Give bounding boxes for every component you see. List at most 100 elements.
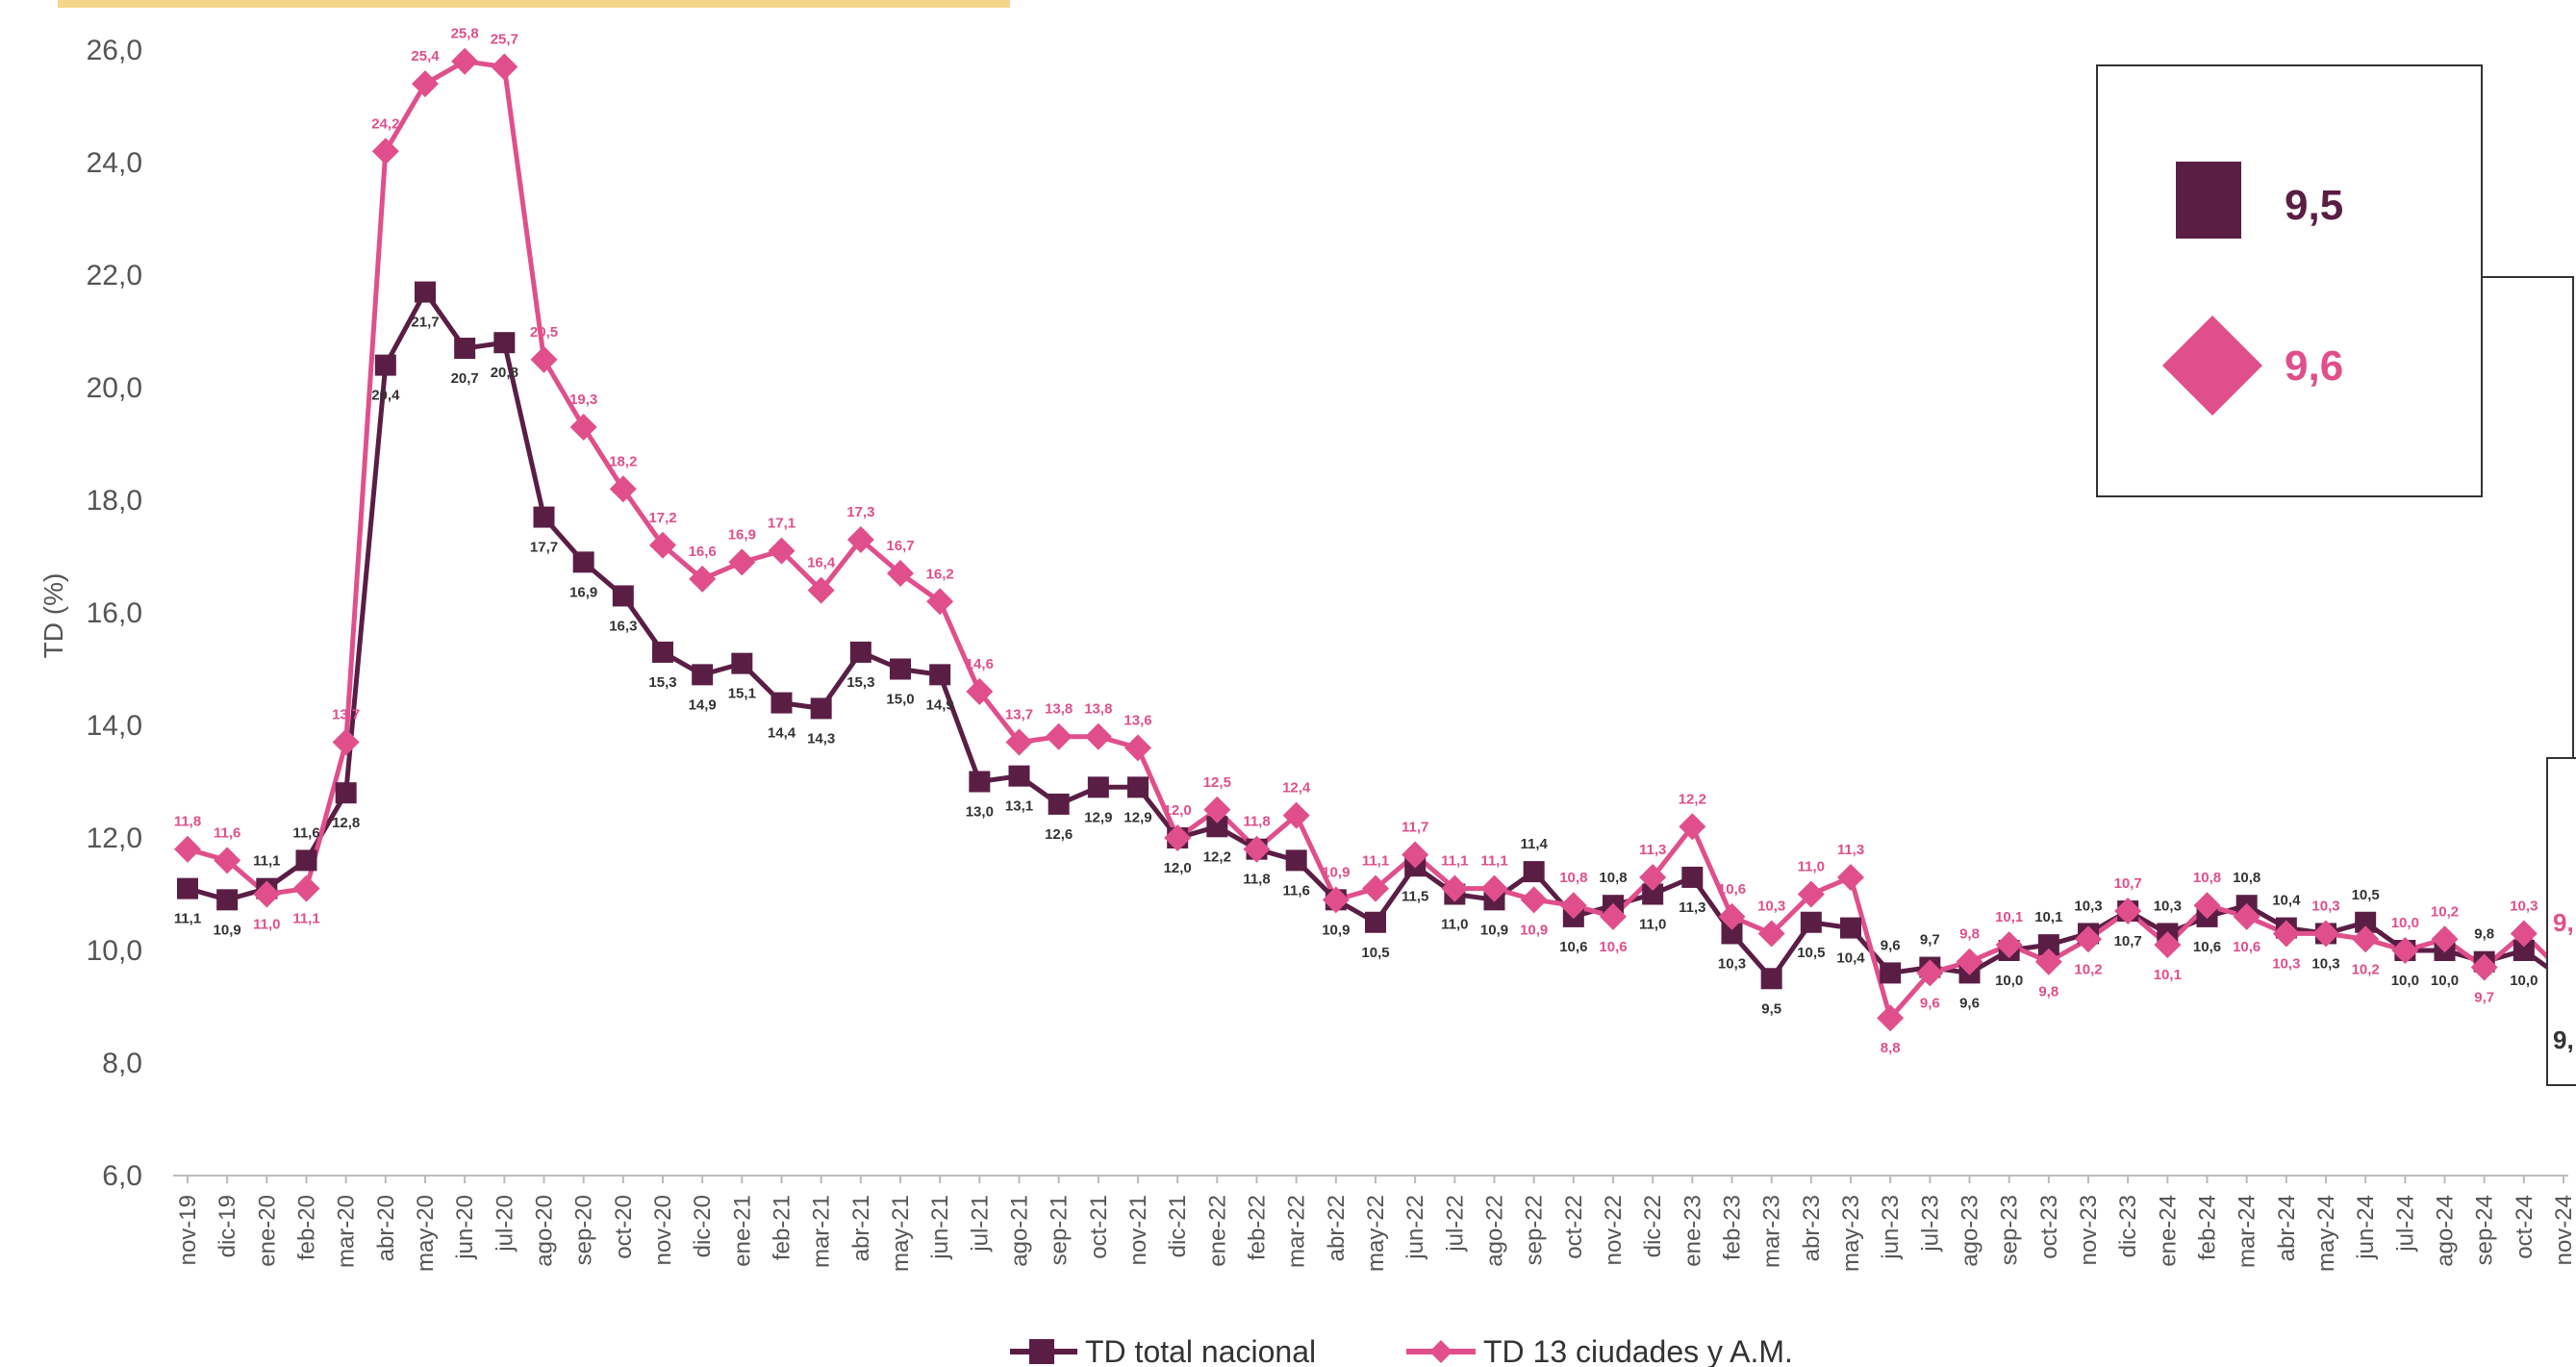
x-tick-label: jul-20 (492, 1195, 518, 1253)
national-point (493, 332, 516, 354)
national-data-label: 10,9 (1322, 922, 1350, 938)
national-data-label: 11,1 (253, 853, 280, 870)
x-tick-label: mar-24 (2235, 1195, 2260, 1268)
national-point (612, 585, 634, 607)
national-point (652, 641, 673, 663)
cities-point (1322, 886, 1350, 914)
cities-point (1757, 920, 1785, 948)
national-data-label: 9,6 (1881, 937, 1901, 953)
x-tick-label: mar-21 (809, 1195, 835, 1268)
cities-data-label: 10,9 (1520, 922, 1548, 938)
cities-point (1797, 880, 1825, 908)
cities-data-label: 17,3 (846, 504, 874, 520)
highlight-cities-value: 9,6 (2285, 342, 2343, 390)
national-data-label: 10,7 (2114, 933, 2142, 949)
x-tick-label: oct-22 (1561, 1195, 1587, 1259)
legend-item-national: TD total nacional (1010, 1334, 1316, 1367)
cities-data-label: 12,2 (1679, 791, 1706, 807)
x-tick-label: dic-23 (2115, 1195, 2141, 1257)
y-tick-label: 14,0 (87, 710, 142, 742)
x-tick-label: jun-24 (2353, 1195, 2379, 1260)
cities-data-label: 10,3 (2272, 955, 2300, 972)
national-point (295, 849, 317, 872)
y-tick-label: 10,0 (87, 935, 142, 967)
cities-point (2352, 925, 2380, 953)
cities-point (412, 70, 439, 98)
cities-data-label: 17,2 (648, 510, 676, 526)
y-tick-label: 6,0 (102, 1160, 142, 1192)
national-point (810, 697, 832, 720)
national-data-label: 15,0 (886, 692, 914, 708)
x-tick-label: sep-20 (571, 1195, 597, 1265)
cities-point (807, 576, 835, 604)
national-data-label: 10,1 (2034, 909, 2062, 925)
cities-point (2034, 948, 2062, 975)
x-tick-label: abr-23 (1799, 1195, 1825, 1261)
national-data-label: 10,0 (2510, 973, 2538, 989)
cities-point (1282, 801, 1310, 829)
cities-data-label: 16,6 (689, 544, 717, 560)
national-data-label: 12,0 (1164, 860, 1192, 876)
legend-diamond-icon (1429, 1340, 1452, 1363)
cities-point (569, 413, 597, 441)
cities-point (214, 847, 241, 874)
cities-point (2233, 902, 2260, 930)
legend-item-cities: TD 13 ciudades y A.M. (1406, 1334, 1793, 1367)
highlight-national-value: 9,5 (2285, 182, 2343, 229)
data-labels: 11,8 11,1 11,6 10,9 11,0 11,1 11,1 11,6 13,7 12,8… (174, 26, 2574, 1056)
cities-point (926, 588, 954, 616)
national-data-label: 12,9 (1124, 809, 1151, 825)
edge-label-cities: 9, (2553, 908, 2574, 937)
national-data-label: 9,6 (1959, 995, 1980, 1011)
highlight-box-frame (2096, 64, 2483, 497)
cities-data-label: 16,4 (807, 555, 836, 571)
cities-point (1559, 892, 1587, 920)
national-point (335, 782, 357, 804)
national-point (216, 889, 239, 911)
cities-point (1837, 863, 1864, 891)
national-data-label: 10,3 (1718, 955, 1746, 972)
national-data-label: 20,7 (451, 370, 479, 387)
national-point (890, 658, 911, 680)
series-markers (174, 47, 2576, 1032)
cities-point (2193, 892, 2221, 920)
cities-point (1124, 734, 1151, 762)
cities-data-label: 11,1 (1480, 853, 1507, 870)
national-square-icon (2176, 162, 2241, 239)
national-data-label: 10,3 (2311, 955, 2339, 972)
cities-data-label: 16,9 (728, 526, 756, 543)
cities-point (2154, 931, 2182, 959)
cities-point (846, 525, 874, 553)
x-tick-label: sep-21 (1047, 1195, 1073, 1265)
x-tick-label: nov-24 (2551, 1195, 2576, 1265)
cities-data-label: 10,2 (2352, 961, 2380, 977)
x-tick-label: ene-22 (1204, 1195, 1230, 1267)
cities-point (887, 560, 914, 588)
cities-point (1362, 874, 1389, 902)
national-data-label: 11,4 (1520, 836, 1548, 852)
cities-data-label: 10,6 (1718, 881, 1746, 898)
y-tick-label: 20,0 (87, 372, 142, 404)
cities-data-label: 18,2 (609, 453, 637, 469)
national-point (1008, 765, 1030, 787)
cities-data-label: 10,3 (1757, 898, 1785, 914)
cities-point (1679, 813, 1706, 841)
cities-data-label: 25,7 (491, 32, 518, 48)
national-data-label: 14,4 (768, 725, 796, 742)
x-tick-label: ago-23 (1957, 1195, 1983, 1267)
national-point (454, 338, 476, 360)
national-data-label: 10,9 (214, 922, 241, 938)
legend: TD total nacional TD 13 ciudades y A.M. (1010, 1334, 1793, 1367)
cities-point (1203, 796, 1231, 823)
y-tick-label: 12,0 (87, 823, 142, 854)
x-tick-label: jul-22 (1442, 1195, 1468, 1253)
legend-label-national: TD total nacional (1085, 1334, 1316, 1367)
national-data-label: 15,3 (648, 674, 676, 691)
cities-data-label: 10,7 (2114, 875, 2142, 892)
national-point (1127, 776, 1149, 798)
national-data-label: 9,8 (2474, 926, 2494, 943)
cities-data-label: 10,0 (2391, 915, 2419, 931)
edge-label-national: 9, (2553, 1025, 2574, 1054)
x-tick-label: jul-21 (967, 1195, 993, 1253)
cities-point (491, 53, 518, 81)
